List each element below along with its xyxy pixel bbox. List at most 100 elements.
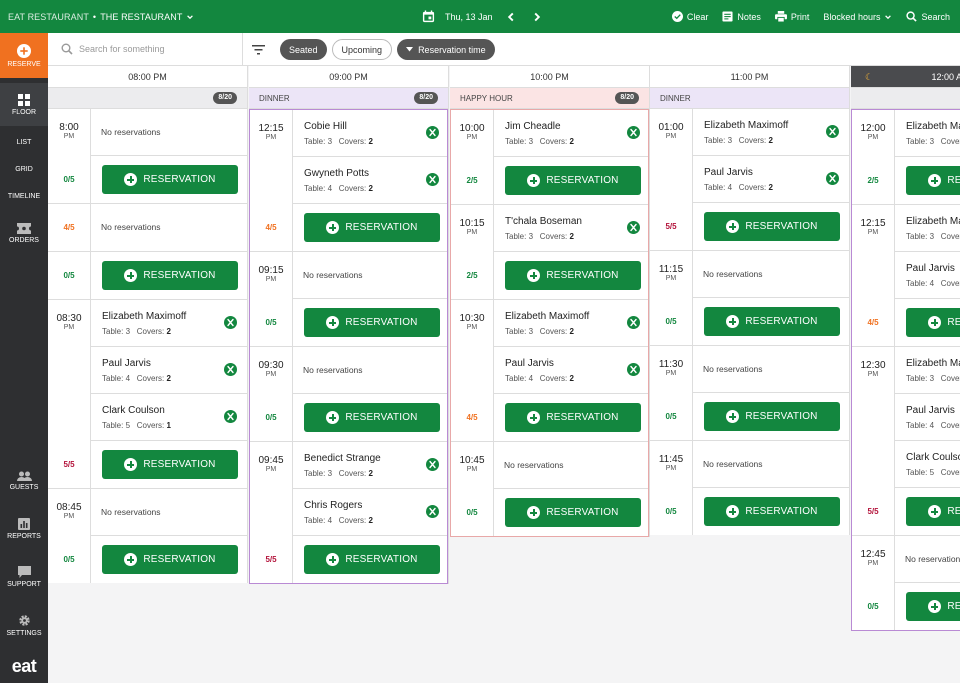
covers-label: Covers: bbox=[338, 516, 367, 525]
add-reservation-button[interactable]: RESERVATION bbox=[505, 261, 641, 290]
notes-button[interactable]: Notes bbox=[722, 11, 761, 22]
reservation-card[interactable]: Elizabeth Maximoff Table: 3 Covers: 2 bbox=[895, 347, 960, 394]
print-button[interactable]: Print bbox=[774, 11, 809, 22]
reservation-card[interactable]: Paul Jarvis Table: 4 Covers: 2 bbox=[693, 156, 849, 203]
reservation-card[interactable]: Paul Jarvis Table: 4 Covers: 2 bbox=[494, 347, 648, 394]
add-reservation-button[interactable]: RESERVATION bbox=[704, 402, 840, 431]
pill-label: Reservation time bbox=[418, 44, 486, 55]
blocked-hours-dropdown[interactable]: Blocked hours bbox=[823, 12, 892, 22]
reservation-card[interactable]: Chris Rogers Table: 4 Covers: 2 bbox=[293, 489, 447, 536]
search-input[interactable] bbox=[79, 44, 239, 54]
reservation-card[interactable]: Benedict Strange Table: 3 Covers: 2 bbox=[293, 442, 447, 489]
slot-time-cell: 09:15 PM 0/5 bbox=[250, 252, 293, 346]
time-slot: 10:45 PM 0/5 No reservations RESERVATION bbox=[451, 442, 648, 536]
add-reservation-button[interactable]: RESERVATION bbox=[906, 497, 960, 526]
no-reservations-text: No reservations bbox=[101, 222, 161, 232]
reservation-card[interactable]: Cobie Hill Table: 3 Covers: 2 bbox=[293, 110, 447, 157]
covers-count: 2/5 bbox=[466, 176, 478, 185]
reservation-card[interactable]: T'chala Boseman Table: 3 Covers: 2 bbox=[494, 205, 648, 252]
covers-label: Covers: bbox=[940, 279, 960, 288]
reservation-card[interactable]: Paul Jarvis Table: 4 Covers: 2 bbox=[91, 347, 247, 394]
seated-filter-pill[interactable]: Seated bbox=[280, 39, 327, 60]
slot-time-value: 09:30 bbox=[258, 360, 284, 371]
button-label: RESERVATION bbox=[345, 554, 418, 565]
guest-name: Elizabeth Maximoff bbox=[102, 311, 187, 322]
add-reservation-button[interactable]: RESERVATION bbox=[505, 403, 641, 432]
reservation-button-row: RESERVATION bbox=[494, 252, 648, 299]
add-reservation-button[interactable]: RESERVATION bbox=[704, 307, 840, 336]
chevron-left-icon[interactable] bbox=[505, 11, 517, 23]
sidebar-item-reports[interactable]: REPORTS bbox=[0, 511, 48, 547]
chevron-right-icon[interactable] bbox=[531, 11, 543, 23]
reservation-card[interactable]: Elizabeth Maximoff Table: 3 Covers: 2 bbox=[91, 300, 247, 347]
venue-selector[interactable]: EAT RESTAURANT • THE RESTAURANT bbox=[8, 0, 194, 33]
slot-rows: T'chala Boseman Table: 3 Covers: 2 RESERVA… bbox=[494, 205, 648, 299]
calendar-icon[interactable] bbox=[422, 10, 435, 23]
search-icon bbox=[906, 11, 918, 22]
covers-number: 2 bbox=[569, 327, 574, 336]
clear-button[interactable]: Clear bbox=[671, 11, 708, 22]
add-reservation-button[interactable]: RESERVATION bbox=[704, 497, 840, 526]
sidebar-item-reserve[interactable]: RESERVE bbox=[0, 33, 48, 78]
sidebar-item-floor[interactable]: FLOOR bbox=[0, 83, 48, 126]
filter-icon[interactable] bbox=[250, 41, 267, 58]
slot-time-cell: 10:15 PM 2/5 bbox=[451, 205, 494, 299]
add-reservation-button[interactable]: RESERVATION bbox=[102, 261, 238, 290]
reservation-card[interactable]: Elizabeth Maximoff Table: 3 Covers: 2 bbox=[895, 110, 960, 157]
slot-time-ampm: PM bbox=[63, 513, 75, 520]
add-reservation-button[interactable]: RESERVATION bbox=[102, 450, 238, 479]
upcoming-filter-pill[interactable]: Upcoming bbox=[331, 39, 393, 60]
slot-rows: No reservations RESERVATION bbox=[693, 346, 849, 440]
reservation-card[interactable]: Jim Cheadle Table: 3 Covers: 2 bbox=[494, 110, 648, 157]
reservation-time-sort-pill[interactable]: Reservation time bbox=[397, 39, 495, 60]
time-slot: 09:15 PM 0/5 No reservations RESERVATION bbox=[250, 252, 447, 347]
add-reservation-button[interactable]: RESERVATION bbox=[102, 545, 238, 574]
table-number: 3 bbox=[125, 327, 131, 336]
add-reservation-button[interactable]: RESERVATION bbox=[704, 212, 840, 241]
slot-time: 11:15 PM bbox=[650, 251, 692, 298]
sidebar-item-guests[interactable]: GUESTS bbox=[0, 463, 48, 499]
reservation-card[interactable]: Elizabeth Maximoff Table: 3 Covers: 2 bbox=[693, 109, 849, 156]
check-circle-icon bbox=[671, 11, 683, 22]
add-reservation-button[interactable]: RESERVATION bbox=[906, 592, 960, 621]
reservation-card[interactable]: Gwyneth Potts Table: 4 Covers: 2 bbox=[293, 157, 447, 204]
reservation-button-row: RESERVATION bbox=[494, 157, 648, 204]
add-reservation-button[interactable]: RESERVATION bbox=[304, 213, 440, 242]
search-button[interactable]: Search bbox=[906, 11, 950, 22]
reservation-card[interactable]: Elizabeth Maximoff Table: 3 Covers: 2 bbox=[895, 205, 960, 252]
slot-time: 10:30 PM bbox=[451, 300, 493, 394]
slot-time-cell: 8:00 PM 0/5 bbox=[48, 109, 91, 203]
slot-time: 12:45 PM bbox=[852, 536, 894, 583]
add-reservation-button[interactable]: RESERVATION bbox=[304, 403, 440, 432]
reservation-card[interactable]: Clark Coulson Table: 5 Covers: 1 bbox=[91, 394, 247, 441]
guest-name: Gwyneth Potts bbox=[304, 168, 370, 179]
sidebar-item-settings[interactable]: SETTINGS bbox=[0, 607, 48, 643]
slot-rows: No reservations RESERVATION bbox=[693, 251, 849, 345]
reservation-button-row: RESERVATION bbox=[91, 156, 247, 203]
reservation-card[interactable]: Paul Jarvis Table: 4 Covers: 2 bbox=[895, 394, 960, 441]
no-reservations-text: No reservations bbox=[303, 270, 363, 280]
sidebar-item-timeline[interactable]: TIMELINE bbox=[0, 184, 48, 208]
sidebar-item-orders[interactable]: ORDERS bbox=[0, 215, 48, 251]
add-reservation-button[interactable]: RESERVATION bbox=[505, 498, 641, 527]
reservation-button-row: RESERVATION bbox=[293, 536, 447, 583]
reservation-card[interactable]: Clark Coulson Table: 5 Covers: 1 bbox=[895, 441, 960, 488]
add-reservation-button[interactable]: RESERVATION bbox=[304, 545, 440, 574]
table-label: Table: bbox=[906, 279, 928, 288]
add-reservation-button[interactable]: RESERVATION bbox=[906, 166, 960, 195]
table-label: Table: bbox=[505, 232, 527, 241]
sidebar-item-grid[interactable]: GRID bbox=[0, 157, 48, 181]
add-reservation-button[interactable]: RESERVATION bbox=[102, 165, 238, 194]
covers-label: Covers: bbox=[539, 232, 568, 241]
time-slot: 10:00 PM 2/5 Jim Cheadle Table: 3 Covers: 2 R… bbox=[451, 110, 648, 205]
sidebar-item-list[interactable]: LIST bbox=[0, 130, 48, 154]
add-reservation-button[interactable]: RESERVATION bbox=[906, 308, 960, 337]
reservation-card[interactable]: Elizabeth Maximoff Table: 3 Covers: 2 bbox=[494, 300, 648, 347]
reservation-card[interactable]: Paul Jarvis Table: 4 Covers: 2 bbox=[895, 252, 960, 299]
add-reservation-button[interactable]: RESERVATION bbox=[304, 308, 440, 337]
table-label: Table: bbox=[505, 374, 527, 383]
add-reservation-button[interactable]: RESERVATION bbox=[505, 166, 641, 195]
time-slot: 09:45 PM 5/5 Benedict Strange Table: 3 Cover… bbox=[250, 442, 447, 583]
sidebar-item-support[interactable]: SUPPORT bbox=[0, 559, 48, 595]
